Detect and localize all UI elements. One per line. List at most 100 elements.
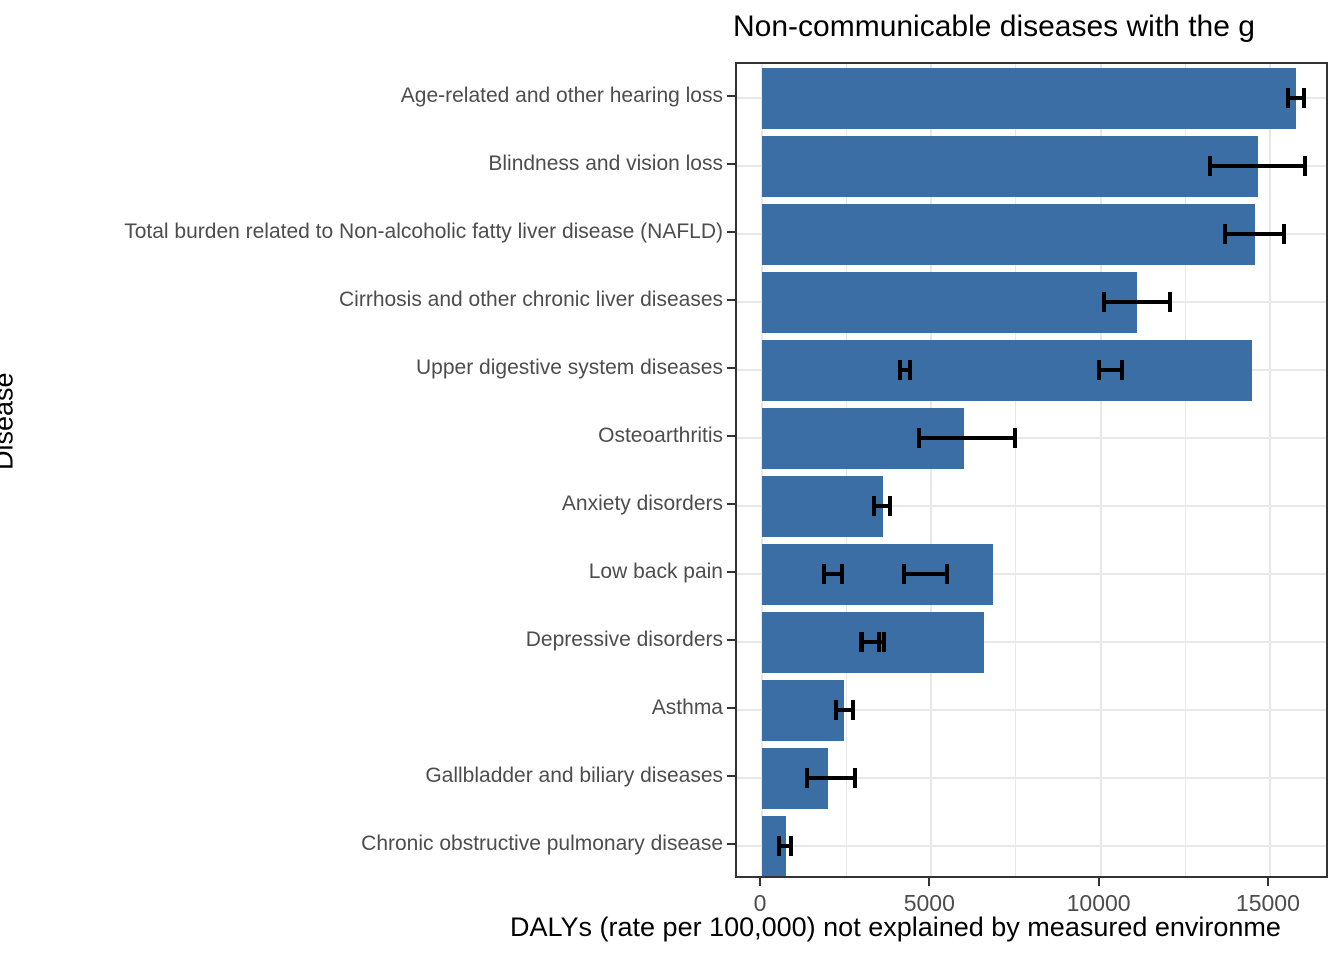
- y-axis-category-label: Upper digestive system diseases: [416, 356, 723, 379]
- error-bar-cap-right: [881, 632, 886, 652]
- y-axis-category-label: Chronic obstructive pulmonary disease: [361, 832, 723, 855]
- bar: [762, 679, 844, 741]
- error-bar-line: [1098, 368, 1122, 372]
- y-axis-category-label: Depressive disorders: [525, 628, 723, 651]
- gridline-minor: [1015, 64, 1017, 876]
- gridline-major-horizontal: [737, 845, 1326, 847]
- error-bar-cap-right: [907, 360, 912, 380]
- y-axis-tick: [727, 367, 735, 369]
- bar: [762, 475, 883, 537]
- gridline-major-horizontal: [737, 437, 1326, 439]
- error-bar-cap-right: [789, 836, 794, 856]
- bar: [762, 271, 1137, 333]
- y-axis-tick: [727, 435, 735, 437]
- error-bar-cap-right: [1012, 428, 1017, 448]
- error-bar-line: [1287, 96, 1305, 100]
- y-axis-tick: [727, 571, 735, 573]
- chart-title: Non-communicable diseases with the g: [733, 10, 1255, 43]
- error-bar-cap-left: [917, 428, 922, 448]
- gridline-major-horizontal: [737, 505, 1326, 507]
- x-axis-tick-label: 10000: [1066, 890, 1131, 916]
- y-axis-category-label: Total burden related to Non-alcoholic fa…: [124, 220, 723, 243]
- x-axis-tick-label: 5000: [903, 890, 955, 916]
- error-bar-cap-left: [1208, 156, 1213, 176]
- error-bar-cap-right: [1119, 360, 1124, 380]
- error-bar-cap-left: [1101, 292, 1106, 312]
- error-bar-cap-right: [888, 496, 893, 516]
- error-bar-cap-left: [1285, 88, 1290, 108]
- y-axis-tick: [727, 775, 735, 777]
- gridline-major-horizontal: [737, 709, 1326, 711]
- x-axis-tick: [928, 878, 931, 886]
- plot-panel: [735, 62, 1328, 878]
- bar: [762, 135, 1259, 197]
- error-bar-line: [900, 368, 910, 372]
- error-bar-cap-left: [901, 564, 906, 584]
- y-axis-tick: [727, 299, 735, 301]
- y-axis-category-label: Anxiety disorders: [561, 492, 723, 515]
- x-axis-tick-label: 0: [753, 890, 767, 916]
- bar: [762, 543, 993, 605]
- y-axis-tick: [727, 639, 735, 641]
- bar: [762, 67, 1297, 129]
- y-axis-tick: [727, 843, 735, 845]
- error-bar-line: [1103, 300, 1170, 304]
- error-bar-cap-right: [1302, 156, 1307, 176]
- y-axis-tick: [727, 95, 735, 97]
- error-bar-cap-left: [1222, 224, 1227, 244]
- error-bar-line: [807, 776, 856, 780]
- y-axis-category-label: Cirrhosis and other chronic liver diseas…: [339, 288, 723, 311]
- error-bar-cap-left: [821, 564, 826, 584]
- error-bar-line: [778, 844, 792, 848]
- gridline-major-horizontal: [737, 573, 1326, 575]
- error-bar-cap-left: [834, 700, 839, 720]
- error-bar-line: [873, 504, 891, 508]
- y-axis-tick: [727, 163, 735, 165]
- error-bar-cap-right: [1168, 292, 1172, 312]
- y-axis-category-label: Asthma: [651, 696, 723, 719]
- y-axis-category-label: Blindness and vision loss: [488, 152, 723, 175]
- error-bar-cap-left: [860, 632, 865, 652]
- gridline-major: [930, 64, 933, 876]
- error-bar-cap-left: [805, 768, 810, 788]
- y-axis-category-label: Low back pain: [588, 560, 723, 583]
- error-bar-line: [862, 640, 884, 644]
- error-bar-cap-left: [1096, 360, 1101, 380]
- y-axis-tick: [727, 707, 735, 709]
- gridline-major-horizontal: [737, 777, 1326, 779]
- bar: [762, 339, 1252, 401]
- error-bar-cap-left: [871, 496, 876, 516]
- gridline-major: [1268, 64, 1271, 876]
- x-axis-tick: [1266, 878, 1269, 886]
- gridline-major: [761, 64, 763, 876]
- error-bar-cap-right: [1302, 88, 1307, 108]
- error-bar-line: [1224, 232, 1284, 236]
- error-bar-cap-right: [853, 768, 858, 788]
- error-bar-cap-left: [776, 836, 781, 856]
- gridline-major-horizontal: [737, 641, 1326, 643]
- x-axis-title: DALYs (rate per 100,000) not explained b…: [510, 912, 1281, 942]
- y-axis-tick: [727, 503, 735, 505]
- x-axis-tick: [759, 878, 761, 886]
- x-axis-tick-label: 15000: [1235, 890, 1300, 916]
- x-axis-tick: [1097, 878, 1100, 886]
- error-bar-cap-right: [944, 564, 949, 584]
- error-bar-line: [1210, 164, 1305, 168]
- error-bar-line: [836, 708, 854, 712]
- error-bar-cap-right: [839, 564, 844, 584]
- error-bar-cap-right: [851, 700, 856, 720]
- y-axis-tick: [727, 231, 735, 233]
- error-bar-line: [919, 436, 1015, 440]
- error-bar-cap-right: [1281, 224, 1286, 244]
- error-bar-line: [903, 572, 947, 576]
- y-axis-category-label: Gallbladder and biliary diseases: [425, 764, 723, 787]
- y-axis-category-label: Age-related and other hearing loss: [400, 84, 723, 107]
- error-bar-cap-left: [898, 360, 903, 380]
- error-bar-line: [823, 572, 842, 576]
- gridline-major: [1099, 64, 1102, 876]
- bar: [762, 203, 1255, 265]
- gridline-minor: [1184, 64, 1186, 876]
- y-axis-category-label: Osteoarthritis: [598, 424, 723, 447]
- gridline-minor: [846, 64, 848, 876]
